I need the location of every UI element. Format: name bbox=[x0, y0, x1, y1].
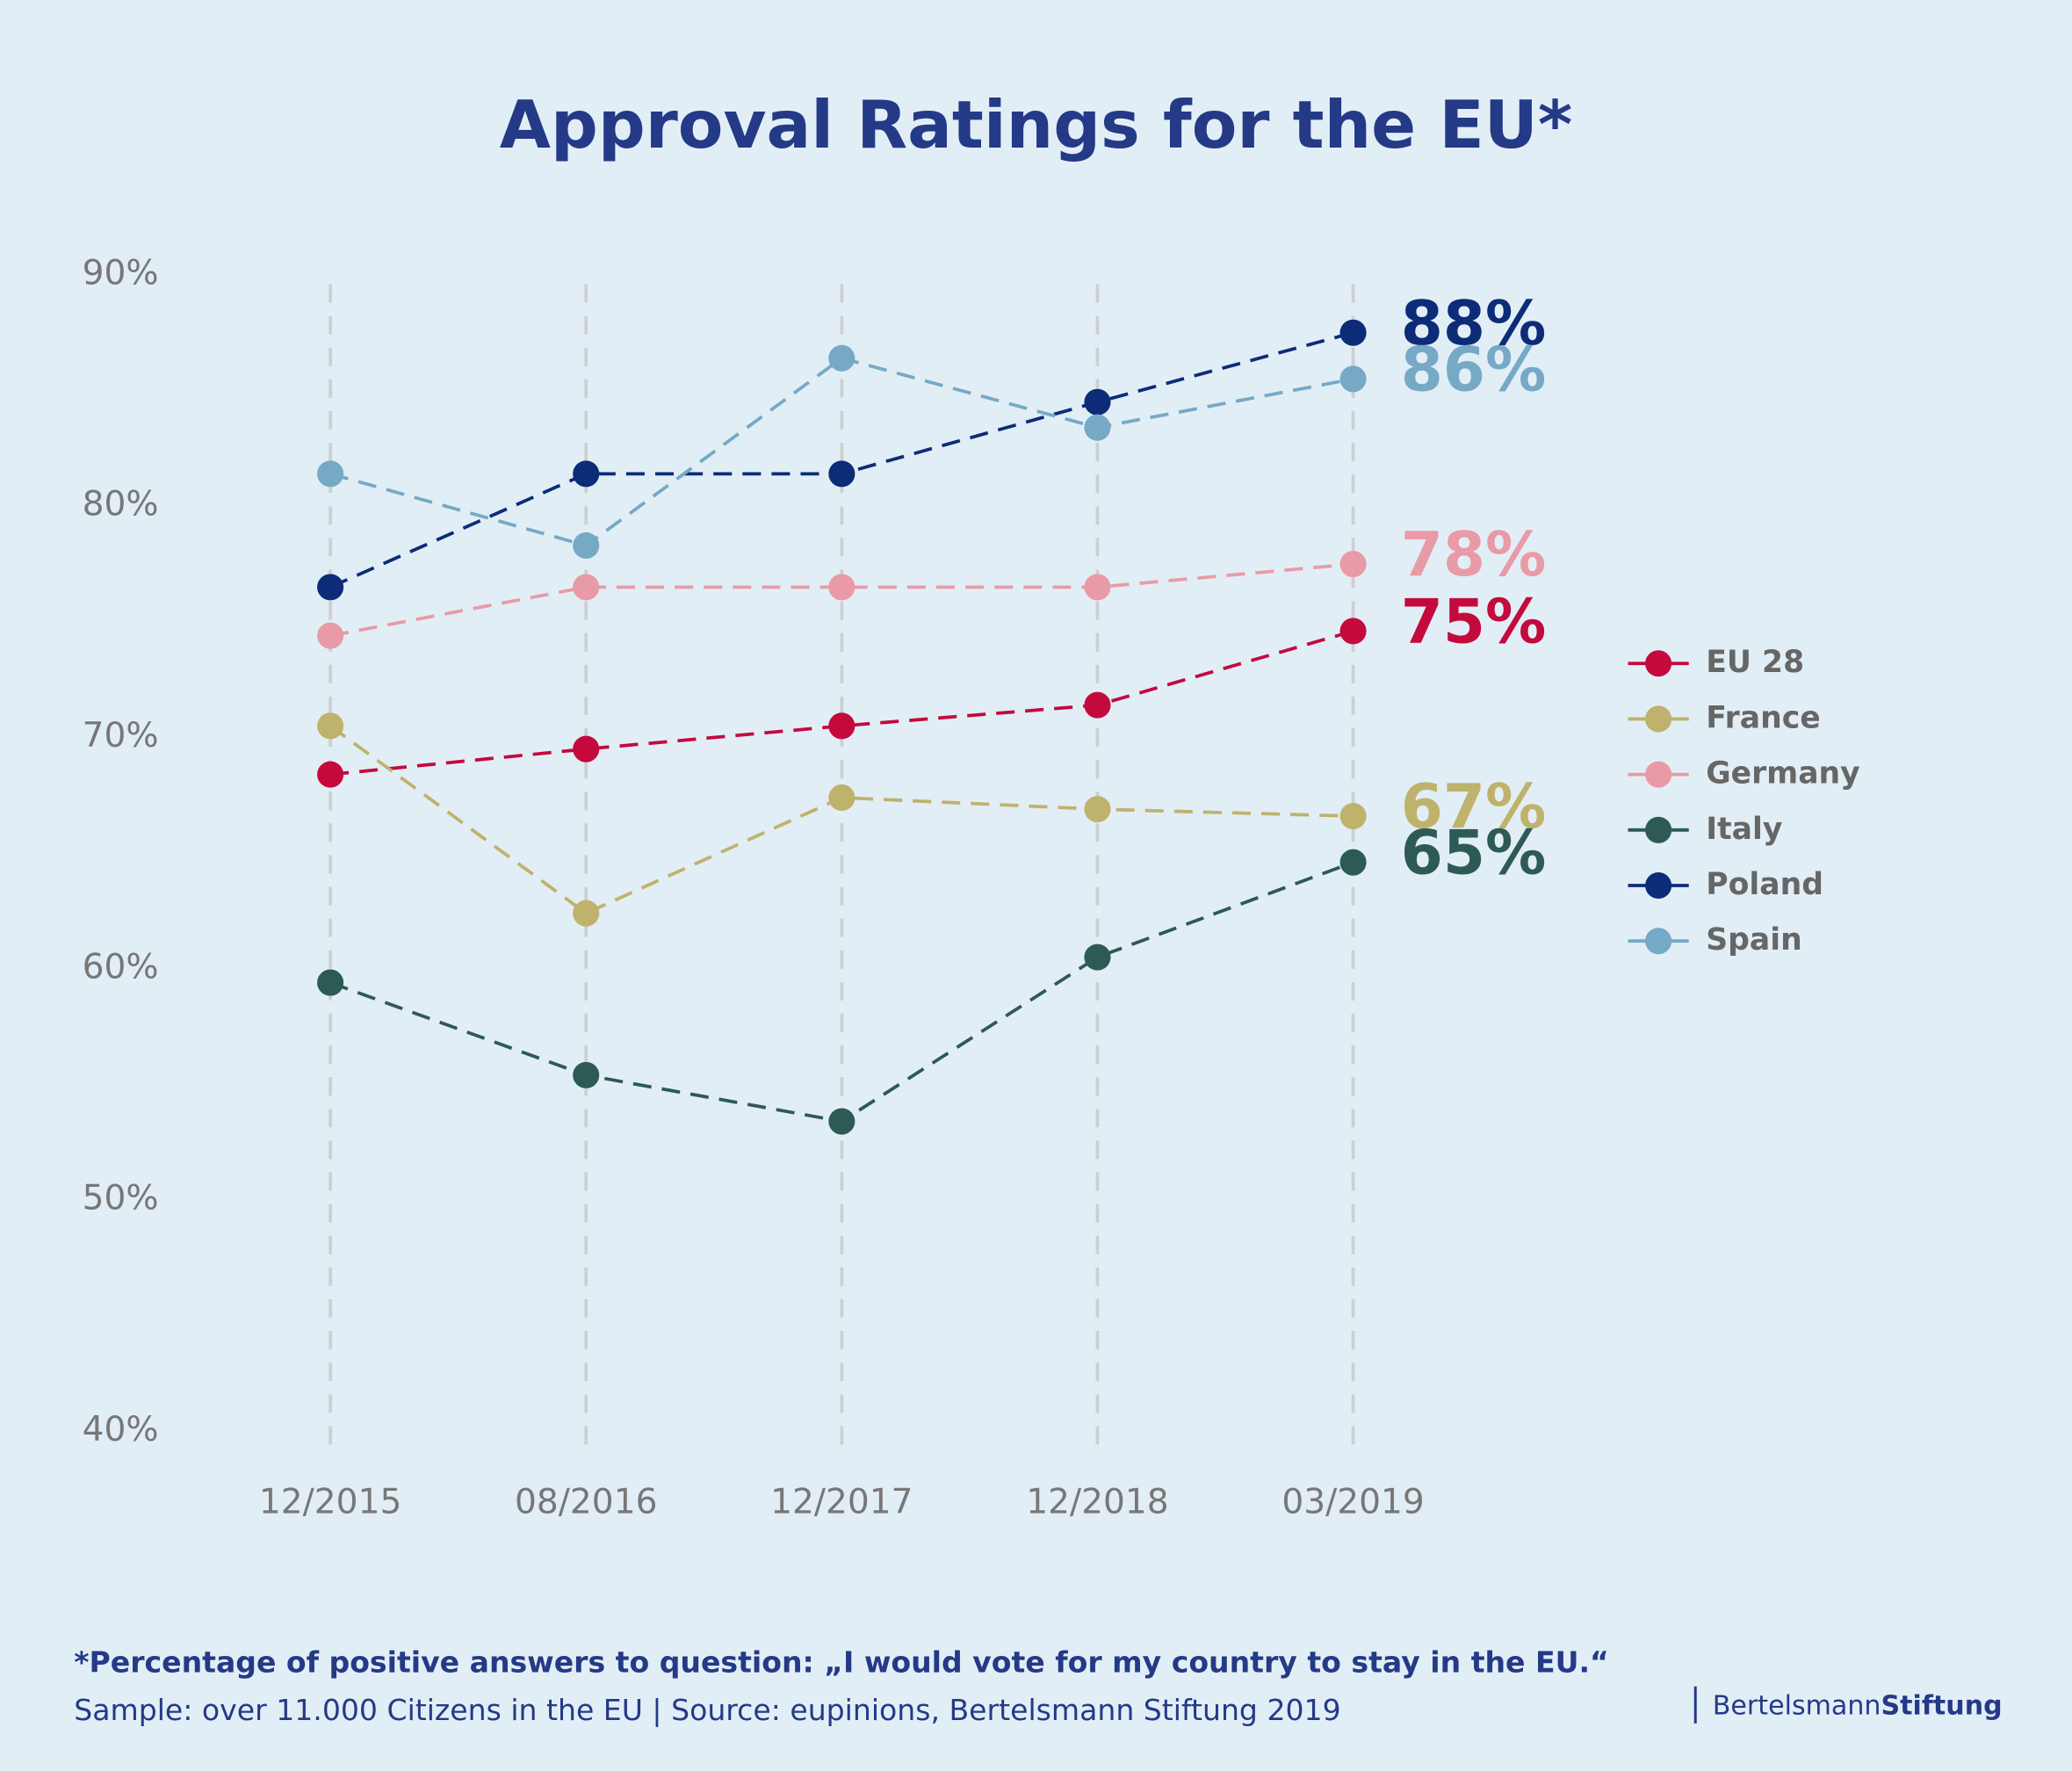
value-label: 67% bbox=[1401, 772, 1547, 842]
data-point bbox=[317, 712, 344, 740]
legend-marker bbox=[1645, 816, 1672, 843]
legend-label: Spain bbox=[1706, 922, 1802, 958]
data-point bbox=[828, 344, 856, 372]
value-label: 75% bbox=[1401, 587, 1547, 657]
legend-marker bbox=[1645, 761, 1672, 788]
y-tick-label: 60% bbox=[83, 947, 159, 987]
source: Sample: over 11.000 Citizens in the EU |… bbox=[74, 1693, 1340, 1727]
x-tick-label: 08/2016 bbox=[515, 1483, 657, 1522]
legend-label: EU 28 bbox=[1706, 645, 1804, 680]
legend-label: France bbox=[1706, 700, 1820, 735]
data-point bbox=[828, 712, 856, 740]
legend-marker bbox=[1645, 928, 1672, 955]
data-point bbox=[573, 735, 600, 763]
data-point bbox=[573, 1061, 600, 1088]
legend-marker bbox=[1645, 705, 1672, 733]
legend-label: Germany bbox=[1706, 756, 1860, 792]
chart-title: Approval Ratings for the EU* bbox=[500, 86, 1572, 163]
x-tick-label: 12/2018 bbox=[1026, 1483, 1168, 1522]
data-point bbox=[1084, 388, 1111, 416]
logo-second: Stiftung bbox=[1881, 1690, 2002, 1721]
logo-first: Bertelsmann bbox=[1713, 1690, 1881, 1721]
data-point bbox=[317, 574, 344, 601]
data-point bbox=[1084, 574, 1111, 601]
legend-marker bbox=[1645, 871, 1672, 900]
data-point bbox=[573, 460, 600, 488]
x-tick-label: 12/2015 bbox=[259, 1483, 401, 1522]
data-point bbox=[828, 784, 856, 811]
legend-marker bbox=[1645, 650, 1672, 677]
data-point bbox=[573, 900, 600, 927]
data-point bbox=[573, 531, 600, 560]
y-tick-label: 50% bbox=[83, 1179, 159, 1218]
value-label: 65% bbox=[1401, 819, 1547, 889]
data-point bbox=[317, 460, 344, 488]
legend-label: Poland bbox=[1706, 867, 1823, 902]
series-line bbox=[329, 562, 1354, 638]
data-point bbox=[828, 1108, 856, 1135]
data-point bbox=[828, 574, 856, 601]
data-point bbox=[1084, 691, 1111, 719]
x-tick-label: 03/2019 bbox=[1281, 1483, 1424, 1522]
series-line bbox=[329, 629, 1354, 777]
data-point bbox=[1339, 319, 1367, 346]
data-point bbox=[1084, 414, 1111, 441]
value-label: 78% bbox=[1401, 520, 1547, 590]
x-tick-label: 12/2017 bbox=[770, 1483, 913, 1522]
data-point bbox=[1339, 365, 1367, 393]
data-point bbox=[1084, 943, 1111, 971]
legend-label: Italy bbox=[1706, 812, 1782, 847]
data-point bbox=[317, 969, 344, 996]
value-label: 86% bbox=[1401, 335, 1547, 405]
y-tick-label: 90% bbox=[83, 253, 159, 293]
y-tick-label: 80% bbox=[83, 485, 159, 524]
data-point bbox=[1339, 849, 1367, 876]
data-point bbox=[317, 761, 344, 788]
logo: BertelsmannStiftung bbox=[1713, 1690, 2003, 1721]
data-point bbox=[1084, 796, 1111, 823]
data-point bbox=[1339, 550, 1367, 578]
footnote: *Percentage of positive answers to quest… bbox=[74, 1645, 1609, 1680]
data-point bbox=[1339, 618, 1367, 645]
data-point bbox=[573, 574, 600, 601]
data-point bbox=[317, 622, 344, 649]
value-label: 88% bbox=[1401, 289, 1547, 359]
y-tick-label: 40% bbox=[83, 1410, 159, 1449]
y-tick-label: 70% bbox=[83, 716, 159, 755]
data-point bbox=[828, 460, 856, 488]
data-point bbox=[1339, 802, 1367, 830]
